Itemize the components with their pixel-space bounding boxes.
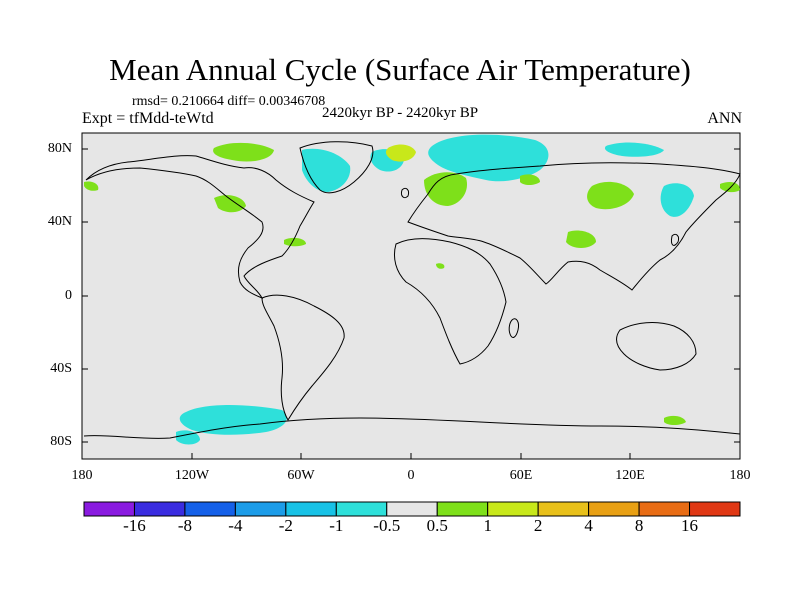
coast-australia — [616, 322, 697, 371]
colorbar-swatch — [588, 501, 640, 517]
anomaly-cool-southern-ocean-2 — [176, 430, 200, 445]
colorbar-swatch — [83, 501, 135, 517]
colorbar-label: 2 — [533, 516, 543, 535]
colorbar-swatch — [689, 501, 741, 517]
lon-label-60e: 60E — [509, 468, 533, 483]
anomaly-cool-kamchatka — [660, 183, 694, 217]
colorbar-swatch — [638, 501, 691, 517]
colorbar-label: 1 — [483, 516, 492, 535]
colorbar-label: 8 — [634, 516, 644, 535]
colorbar-label: -8 — [177, 516, 192, 535]
coast-greenland — [299, 141, 374, 194]
anomaly-warm-scandinavia — [424, 172, 468, 206]
lon-label-60w: 60W — [287, 468, 315, 483]
lon-label-180-west: 180 — [71, 468, 93, 483]
lat-label-80n: 80N — [47, 141, 72, 156]
colorbar-swatch — [537, 501, 590, 517]
anomaly-warm-west-siberia — [520, 174, 540, 185]
colorbar-swatch — [487, 501, 539, 517]
colorbar-swatch — [234, 501, 287, 517]
lon-label-120w: 120W — [174, 468, 210, 483]
lat-label-80s: 80S — [50, 434, 72, 449]
anomaly-warm-mideast — [436, 263, 445, 269]
anomaly-warm-antarctic — [664, 415, 686, 425]
anomaly-cool-greenland-east — [302, 148, 351, 192]
coast-antarctica — [83, 417, 741, 439]
coastlines — [83, 141, 741, 439]
coast-japan — [671, 233, 679, 246]
anomaly-warm-atlantic — [284, 237, 306, 247]
anomaly-warm-arctic-canada — [213, 142, 274, 162]
colorbar-label: 16 — [681, 516, 699, 535]
colorbar-swatch — [133, 501, 186, 517]
lat-label-40n: 40N — [47, 214, 72, 229]
colorbar-swatch — [436, 501, 489, 517]
stats-text: rmsd= 0.210664 diff= 0.00346708 — [132, 94, 326, 109]
lon-label-0: 0 — [407, 468, 415, 483]
anomaly-contours — [84, 134, 740, 445]
colorbar-label: -2 — [278, 516, 293, 535]
period-label: 2420kyr BP - 2420kyr BP — [322, 105, 479, 121]
coast-north-america — [85, 155, 315, 299]
anomaly-warm-svalbard — [385, 144, 416, 162]
season-label: ANN — [707, 110, 742, 127]
colorbar-swatch — [285, 501, 337, 517]
anomaly-warm-canada — [214, 195, 246, 213]
lon-label-120e: 120E — [615, 468, 645, 483]
lat-label-40s: 40S — [50, 361, 72, 376]
anomaly-warm-tibet — [566, 230, 596, 248]
colorbar-swatch — [184, 501, 236, 517]
anomaly-warm-bering — [720, 182, 740, 193]
map-title: Mean Annual Cycle (Surface Air Temperatu… — [109, 52, 691, 87]
colorbar-label: 0.5 — [426, 516, 448, 535]
lat-label-0: 0 — [65, 288, 72, 303]
coast-madagascar — [508, 318, 519, 338]
coast-eurasia — [407, 162, 741, 291]
colorbar-label: -16 — [123, 516, 146, 535]
anomaly-warm-alaska — [84, 181, 99, 191]
colorbar — [83, 501, 741, 517]
map-background — [81, 132, 741, 460]
colorbar-label: -0.5 — [373, 516, 401, 535]
anomaly-cool-barents — [428, 134, 549, 182]
colorbar-label: -4 — [228, 516, 243, 535]
coast-africa — [393, 238, 507, 365]
anomaly-warm-siberia — [587, 181, 634, 210]
coast-british-isles — [401, 187, 409, 199]
coast-south-america — [261, 294, 345, 421]
anomaly-cool-siberia — [604, 142, 664, 157]
anomaly-cool-southern-ocean — [179, 405, 287, 435]
colorbar-swatch — [386, 501, 438, 517]
lon-label-180-east: 180 — [729, 468, 751, 483]
colorbar-swatch — [335, 501, 388, 517]
experiment-label: Expt = tfMdd-teWtd — [82, 110, 214, 127]
axis-ticks — [82, 148, 740, 459]
colorbar-label: -1 — [329, 516, 344, 535]
colorbar-label: 4 — [584, 516, 593, 535]
